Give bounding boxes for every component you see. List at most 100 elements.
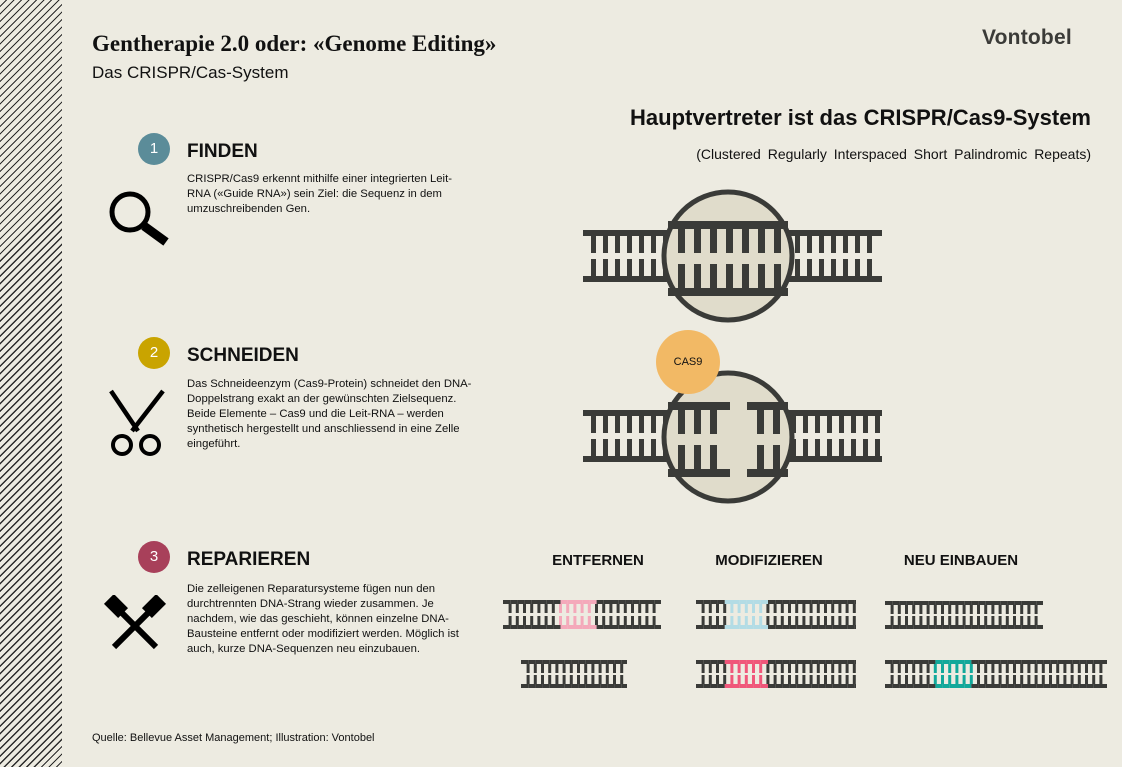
dna-find-top-strand (871, 230, 882, 236)
dna-modify-after-rung (795, 675, 799, 684)
dna-cut-bound-right-top-strand (779, 402, 788, 410)
dna-cut-right-rung (803, 416, 808, 433)
dna-insert-before-rung (1034, 605, 1038, 614)
dna-remove-before-bottom-strand (575, 625, 583, 629)
dna-modify-after-bottom-strand (768, 684, 776, 688)
dna-cut-left-top-strand (655, 410, 667, 416)
dna-modify-after-top-strand (775, 660, 783, 664)
dna-cut-right-rung (875, 439, 880, 456)
dna-remove-before-top-strand (582, 600, 590, 604)
dna-insert-before-top-strand (1036, 601, 1043, 605)
dna-insert-after-rung (1092, 664, 1096, 673)
dna-cut-bound-left-top-strand (684, 402, 700, 410)
dna-cut-left-rung (591, 416, 596, 433)
dna-find-bound-bottom-strand (668, 288, 684, 296)
step-2-text: Das Schneideenzym (Cas9-Protein) schneid… (187, 378, 472, 450)
dna-cut-left-top-strand (583, 410, 595, 416)
dna-remove-before-top-strand (517, 600, 525, 604)
dna-remove-before-rung (523, 616, 526, 625)
dna-insert-before-bottom-strand (921, 625, 929, 629)
dna-remove-before-bottom-strand (639, 625, 647, 629)
dna-find-rung (807, 259, 812, 276)
dna-insert-after-top-strand (1079, 660, 1087, 664)
dna-modify-before-rung (845, 616, 849, 625)
dna-modify-after-rung (759, 664, 763, 673)
dna-modify-before-bottom-strand (703, 625, 711, 629)
dna-find-rung (795, 259, 800, 276)
dna-insert-after-rung (1063, 664, 1067, 673)
step-2-title: SCHNEIDEN (187, 345, 299, 366)
dna-remove-after-rung (620, 675, 624, 684)
hammers-icon (103, 595, 167, 650)
dna-cut-right-rung (803, 439, 808, 456)
dna-insert-after-rung (890, 664, 894, 673)
dna-cut-left-bottom-strand (583, 456, 595, 462)
dna-cut-right-bottom-strand (807, 456, 819, 462)
dna-cut-right-top-strand (855, 410, 867, 416)
dna-insert-before-top-strand (985, 601, 993, 605)
dna-find-bottom-strand (835, 276, 847, 282)
dna-remove-before-rung (587, 616, 591, 625)
dna-insert-after-bottom-strand (1029, 684, 1037, 688)
dna-insert-after-bottom-strand (906, 684, 914, 688)
dna-find-top-strand (607, 230, 619, 236)
dna-find-rung (795, 236, 800, 253)
dna-cut-right-top-strand (795, 410, 807, 416)
dna-cut-right-rung (839, 439, 844, 456)
dna-remove-after-bottom-strand (614, 684, 622, 688)
dna-insert-before-rung (1013, 605, 1016, 614)
dna-insert-before-rung (912, 605, 916, 614)
dna-remove-before-rung (638, 616, 642, 625)
dna-insert-after-bottom-strand (1043, 684, 1051, 688)
cas9-protein: CAS9 (656, 330, 720, 394)
dna-insert-before-bottom-strand (949, 625, 957, 629)
dna-cut-right-rung (815, 416, 820, 433)
dna-remove-before-bottom-strand (611, 625, 619, 629)
dna-insert-before-top-strand (928, 601, 936, 605)
dna-find-rung (639, 259, 644, 276)
dna-find-top-strand (787, 230, 799, 236)
dna-insert-after-top-strand (1029, 660, 1037, 664)
dna-remove-before-top-strand (539, 600, 547, 604)
dna-insert-after-rung (1085, 675, 1088, 684)
dna-find-bound-top-strand (780, 221, 788, 229)
dna-remove-after-top-strand (571, 660, 579, 664)
protein-complex-find (661, 189, 795, 323)
dna-remove-before-rung (515, 616, 519, 625)
dna-insert-after-bottom-strand (1021, 684, 1029, 688)
dna-remove-before-bottom-strand (567, 625, 575, 629)
dna-insert-after-rung (1056, 675, 1060, 684)
dna-modify-after-rung (752, 664, 755, 673)
dna-remove-before-rung (544, 604, 548, 613)
dna-remove-before-rung (530, 604, 534, 613)
dna-remove-after-rung (591, 675, 595, 684)
dna-insert-before-top-strand (913, 601, 921, 605)
dna-cut-right-top-strand (807, 410, 819, 416)
dna-remove-after-rung (569, 675, 573, 684)
dna-remove-before-bottom-strand (618, 625, 626, 629)
dna-remove-before-bottom-strand (539, 625, 547, 629)
dna-insert-after-top-strand (942, 660, 950, 664)
dna-remove-after-bottom-strand (564, 684, 572, 688)
dna-cut-right-top-strand (879, 410, 882, 416)
dna-insert-before-bottom-strand (985, 625, 993, 629)
dna-modify-before-top-strand (804, 600, 812, 604)
dna-insert-before-rung (941, 616, 944, 625)
dna-insert-after-bottom-strand (913, 684, 921, 688)
dna-modify-after-rung (708, 664, 712, 673)
dna-remove-before-rung (616, 604, 620, 613)
dna-cut-left-bottom-strand (619, 456, 631, 462)
dna-modify-before-rung (831, 616, 835, 625)
dna-insert-before-bottom-strand (993, 625, 1001, 629)
dna-modify-after-bottom-strand (789, 684, 797, 688)
dna-modify-after-rung (788, 664, 791, 673)
dna-cut-right-rung (839, 416, 844, 433)
dna-remove-before-rung (508, 616, 512, 625)
dna-modify-after-top-strand (854, 660, 856, 664)
dna-cut-bound-right-top-strand (763, 402, 779, 410)
label-neu-einbauen: NEU EINBAUEN (903, 552, 1019, 569)
dna-remove-before-top-strand (618, 600, 626, 604)
dna-find-bound-top-strand (684, 221, 700, 229)
dna-modify-before-rung (716, 604, 719, 613)
dna-cut-right-bottom-strand (819, 456, 831, 462)
